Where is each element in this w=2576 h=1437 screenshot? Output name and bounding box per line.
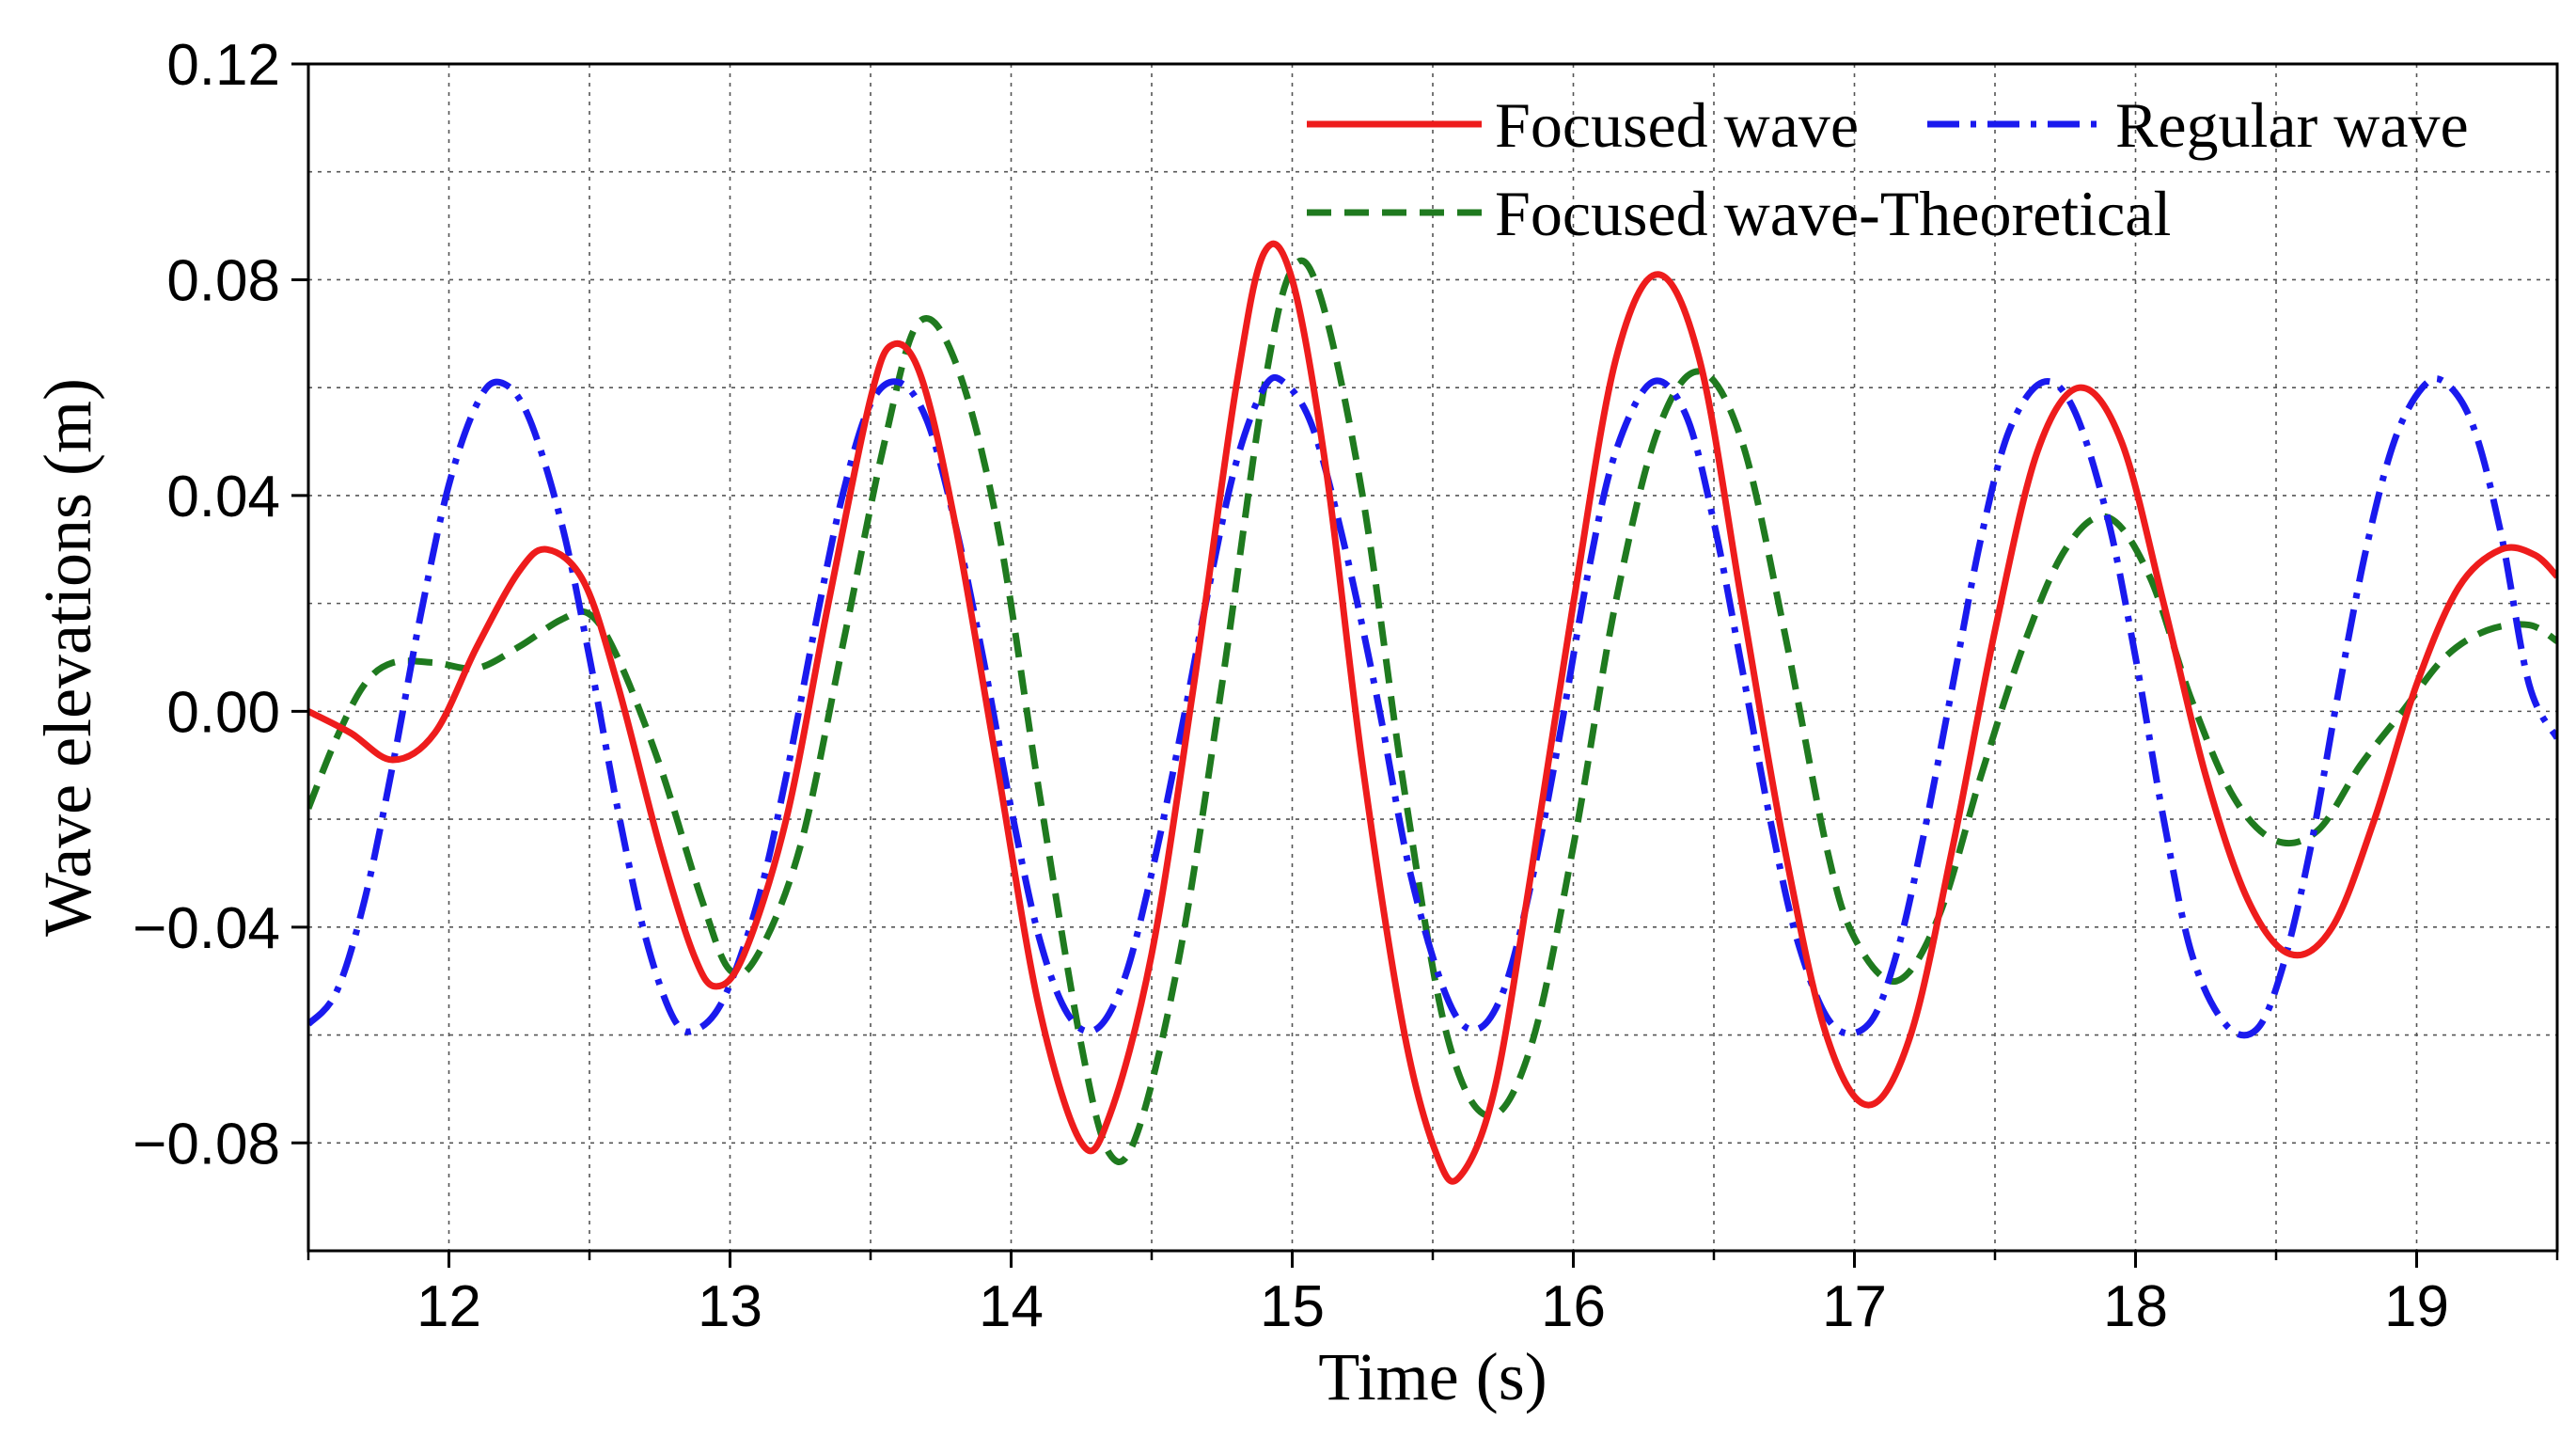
- y-tick-label: −0.08: [133, 1112, 280, 1176]
- y-tick-label: 0.08: [166, 248, 280, 313]
- x-tick-label: 14: [979, 1274, 1044, 1339]
- tick-labels: 12 13 14 15 16 17 18 19 −0.08 −0.04 0.00 0.04 0.08 0.…: [133, 33, 2449, 1339]
- legend: Focused wave Regular wave Focused wave-The…: [1307, 89, 2469, 249]
- x-tick-label: 15: [1260, 1274, 1325, 1339]
- grid: [308, 64, 2557, 1251]
- x-tick-label: 17: [1822, 1274, 1887, 1339]
- y-tick-label: −0.04: [133, 896, 280, 961]
- series-line-focused-wave: [308, 240, 2557, 1185]
- x-tick-label: 12: [416, 1274, 481, 1339]
- x-tick-label: 16: [1541, 1274, 1606, 1339]
- series-group: [308, 240, 2557, 1185]
- x-axis-title: Time (s): [1318, 1339, 1547, 1414]
- x-tick-label: 19: [2384, 1274, 2449, 1339]
- legend-label: Focused wave: [1495, 89, 1859, 161]
- y-tick-label: 0.12: [166, 33, 280, 98]
- x-tick-label: 13: [698, 1274, 762, 1339]
- legend-label: Regular wave: [2115, 89, 2469, 161]
- series-line-regular-wave: [308, 373, 2557, 1039]
- y-tick-label: 0.00: [166, 680, 280, 745]
- tick-marks: [291, 62, 2559, 1268]
- y-axis-title: Wave elevations (m): [30, 378, 105, 937]
- legend-label: Focused wave-Theoretical: [1495, 178, 2171, 249]
- y-tick-label: 0.04: [166, 465, 280, 529]
- series-line-focused-wave-theoretical: [308, 257, 2557, 1165]
- x-tick-label: 18: [2103, 1274, 2168, 1339]
